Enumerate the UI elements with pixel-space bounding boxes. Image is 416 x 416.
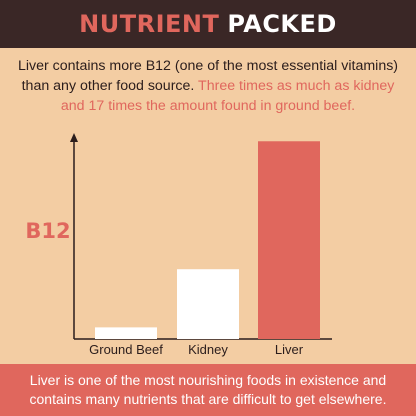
footer-text: Liver is one of the most nourishing food… xyxy=(29,372,387,407)
bar-kidney xyxy=(177,269,239,339)
intro-highlight: Three times as much as kidney and 17 tim… xyxy=(60,78,395,114)
title-word-packed: PACKED xyxy=(227,10,337,38)
bar-liver xyxy=(258,141,320,339)
x-tick-label-ground-beef: Ground Beef xyxy=(89,342,163,357)
footer-banner: Liver is one of the most nourishing food… xyxy=(0,364,416,416)
header-banner: NUTRIENT PACKED xyxy=(0,0,416,48)
b12-bar-chart: B12 Ground Beef Kidney Liver xyxy=(25,133,332,357)
bar-ground-beef xyxy=(95,327,157,339)
x-tick-label-liver: Liver xyxy=(275,342,304,357)
title-word-nutrient: NUTRIENT xyxy=(79,10,220,38)
intro-paragraph: Liver contains more B12 (one of the most… xyxy=(8,56,408,116)
y-axis-label: B12 xyxy=(25,219,70,243)
x-tick-label-kidney: Kidney xyxy=(188,342,228,357)
intro-text: Liver contains more B12 (one of the most… xyxy=(17,58,399,94)
x-tick-labels: Ground Beef Kidney Liver xyxy=(89,342,304,357)
y-axis-arrow xyxy=(70,133,78,142)
bar-group xyxy=(95,141,320,339)
